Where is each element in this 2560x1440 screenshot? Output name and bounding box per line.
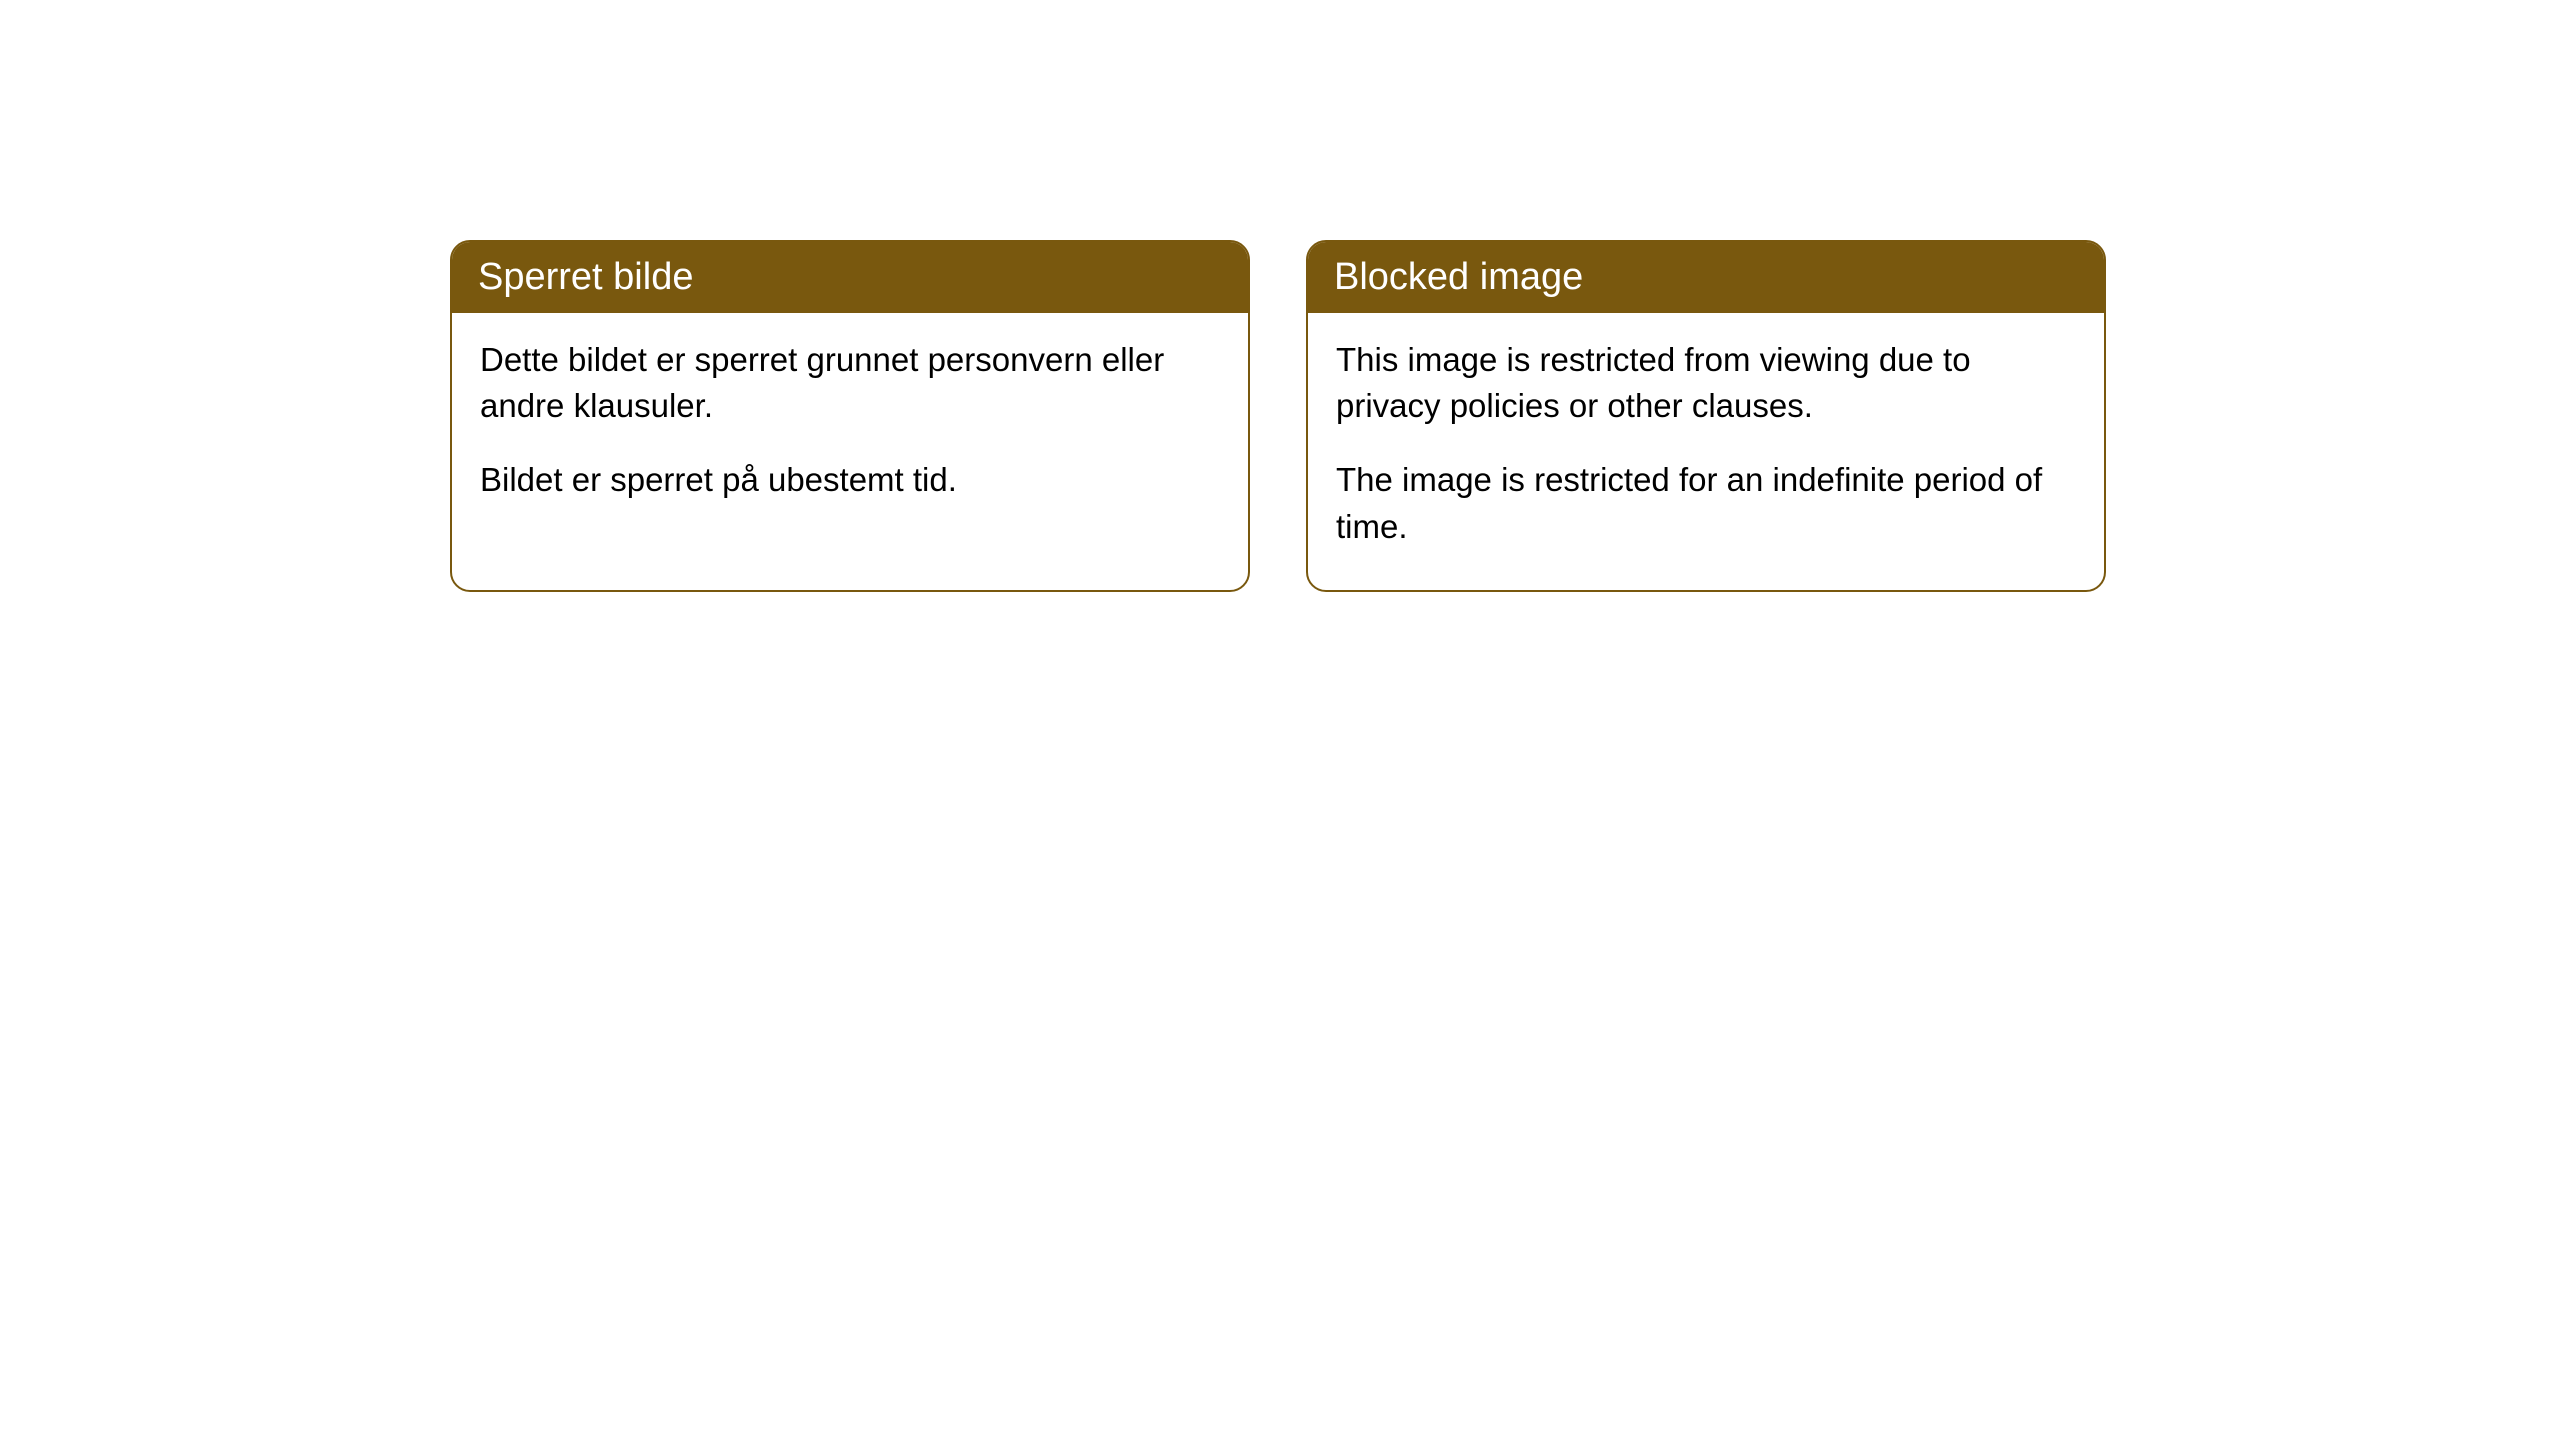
card-paragraph: This image is restricted from viewing du…	[1336, 337, 2076, 429]
card-body: Dette bildet er sperret grunnet personve…	[452, 313, 1248, 544]
card-paragraph: The image is restricted for an indefinit…	[1336, 457, 2076, 549]
card-paragraph: Dette bildet er sperret grunnet personve…	[480, 337, 1220, 429]
card-title: Sperret bilde	[478, 256, 693, 298]
notice-card-english: Blocked image This image is restricted f…	[1306, 240, 2106, 592]
notice-card-norwegian: Sperret bilde Dette bildet er sperret gr…	[450, 240, 1250, 592]
card-header: Blocked image	[1308, 242, 2104, 313]
card-title: Blocked image	[1334, 256, 1583, 298]
notice-cards-container: Sperret bilde Dette bildet er sperret gr…	[450, 240, 2560, 592]
card-paragraph: Bildet er sperret på ubestemt tid.	[480, 457, 1220, 503]
card-body: This image is restricted from viewing du…	[1308, 313, 2104, 590]
card-header: Sperret bilde	[452, 242, 1248, 313]
